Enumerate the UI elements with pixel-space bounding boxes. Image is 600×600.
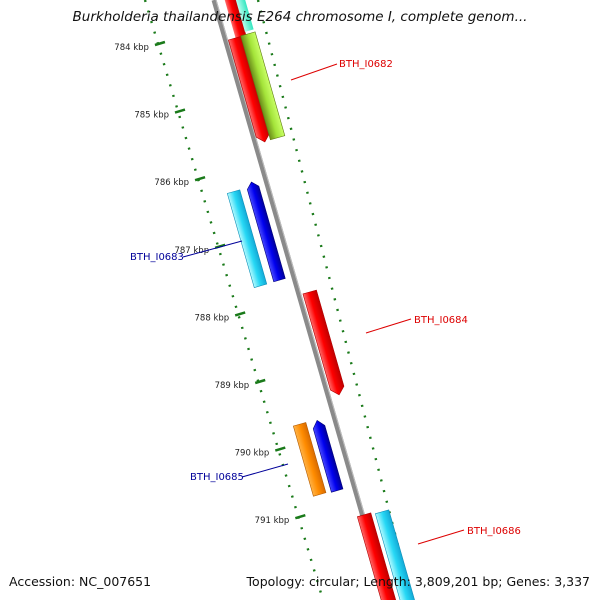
gene-label-bth-i0686[interactable]: BTH_I0686 [467, 526, 521, 537]
scale-tick-label: 785 kbp [134, 111, 169, 121]
genome-backbone-line [211, 0, 390, 600]
gene-bth-i0683-cyan[interactable] [226, 189, 268, 289]
scale-ticks-layer: 784 kbp 785 kbp 786 kbp 787 kbp 788 kbp 789 k… [114, 40, 306, 526]
scale-tick-label: 791 kbp [255, 516, 290, 526]
scale-tick-mark [174, 108, 186, 114]
scale-tick-label: 789 kbp [215, 381, 250, 391]
leader-bth-i0684 [365, 318, 412, 334]
scale-tick-mark [194, 176, 206, 182]
accession-label: Accession: [9, 574, 76, 589]
genome-title: Burkholderia thailandensis E264 chromoso… [72, 9, 528, 25]
gene-bth-i0686-cyan[interactable] [374, 509, 417, 600]
gene-top-teal-partial[interactable] [227, 0, 254, 32]
leader-bth-i0685 [241, 463, 289, 478]
leader-bth-i0683 [182, 240, 243, 258]
gene-bth-i0685-orange[interactable] [292, 422, 327, 497]
length-value: 3,809,201 bp; [414, 574, 503, 589]
length-label: Length: [363, 574, 411, 589]
topology-label: Topology: [246, 574, 306, 589]
gene-bth-i0685-reverse[interactable] [311, 419, 344, 493]
accession-value: NC_007651 [79, 574, 152, 589]
accession-info: Accession: NC_007651 [9, 574, 151, 589]
left-dotted-ring [143, 0, 325, 600]
genes-value: 3,337 [554, 574, 590, 589]
gene-label-bth-i0684[interactable]: BTH_I0684 [414, 315, 468, 326]
scale-tick-mark [214, 243, 226, 249]
scale-tick-label: 787 kbp [174, 246, 209, 256]
gene-bth-i0686-forward[interactable] [356, 512, 399, 600]
gene-bth-i0682-green[interactable] [240, 31, 286, 141]
genes-label: Genes: [506, 574, 551, 589]
scale-tick-label: 784 kbp [114, 43, 149, 53]
genome-summary-info: Topology: circular; Length: 3,809,201 bp… [247, 574, 590, 589]
scale-tick-mark [274, 446, 286, 452]
genome-backbone-highlight [215, 0, 390, 600]
scale-tick-mark [154, 40, 166, 47]
gene-bth-i0682-forward[interactable] [228, 35, 271, 144]
gene-label-bth-i0682[interactable]: BTH_I0682 [339, 59, 393, 70]
topology-value: circular; [309, 574, 360, 589]
scale-tick-mark [294, 514, 306, 520]
gene-bth-i0683-reverse[interactable] [246, 180, 286, 283]
scale-tick-mark [234, 311, 246, 317]
right-dotted-ring [256, 0, 414, 600]
leader-bth-i0686 [417, 529, 465, 545]
scale-tick-label: 786 kbp [154, 178, 189, 188]
scale-tick-mark [254, 378, 266, 385]
gene-bth-i0684-forward[interactable] [302, 289, 346, 397]
scale-tick-label: 788 kbp [195, 313, 230, 323]
gene-top-red-partial[interactable] [217, 0, 247, 39]
gene-label-bth-i0685[interactable]: BTH_I0685 [190, 472, 244, 483]
scale-tick-label: 790 kbp [235, 449, 270, 459]
leader-bth-i0682 [290, 63, 338, 81]
gene-label-bth-i0683[interactable]: BTH_I0683 [130, 252, 184, 263]
